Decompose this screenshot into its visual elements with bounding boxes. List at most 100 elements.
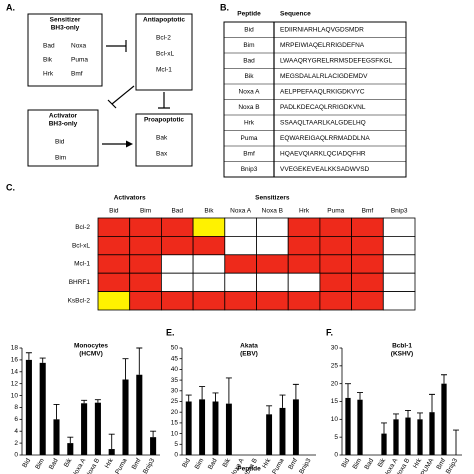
heat-cell bbox=[382, 254, 416, 274]
column-label: Puma bbox=[327, 208, 344, 215]
error-bar bbox=[122, 358, 129, 380]
y-tick-label: 0 bbox=[174, 452, 178, 459]
heat-cell bbox=[192, 217, 226, 237]
error-bar bbox=[67, 436, 74, 444]
column-label: Noxa A bbox=[230, 208, 252, 215]
chart-title: (KSHV) bbox=[391, 351, 413, 358]
x-tick-label: Noxa A bbox=[71, 457, 88, 474]
y-tick-label: 12 bbox=[11, 380, 19, 387]
antiapoptotic-box bbox=[135, 13, 193, 91]
bar bbox=[81, 403, 88, 455]
protein-name: Bak bbox=[156, 135, 168, 142]
y-tick-label: 5 bbox=[174, 441, 178, 448]
heat-cell bbox=[160, 254, 194, 274]
protein-name: Mcl-1 bbox=[156, 67, 172, 74]
box-title: BH3-only bbox=[49, 121, 78, 128]
error-bar bbox=[25, 352, 32, 360]
heat-cell bbox=[256, 217, 289, 237]
bar bbox=[199, 399, 206, 455]
heat-cell bbox=[97, 217, 131, 237]
group-label: Sensitizers bbox=[255, 195, 290, 202]
heat-cell bbox=[129, 291, 162, 311]
box-title: Activator bbox=[49, 113, 78, 120]
x-tick-label: Bnip3 bbox=[298, 457, 313, 474]
row-label: KsBcl-2 bbox=[68, 298, 91, 305]
heat-cell bbox=[319, 272, 352, 293]
column-header: Peptide bbox=[237, 11, 261, 18]
error-bar bbox=[417, 412, 423, 420]
heat-cell bbox=[97, 235, 131, 256]
y-tick-label: 25 bbox=[171, 398, 179, 405]
y-tick-label: 20 bbox=[331, 380, 339, 387]
heat-cell bbox=[287, 272, 321, 293]
x-tick-label: Bad bbox=[48, 457, 60, 471]
y-tick-label: 0 bbox=[334, 452, 338, 459]
inhibit-arrow bbox=[107, 85, 135, 109]
bar bbox=[266, 414, 273, 455]
heat-cell bbox=[160, 217, 194, 237]
y-tick-label: 35 bbox=[171, 377, 179, 384]
protein-name: Puma bbox=[71, 57, 88, 64]
bar bbox=[405, 417, 411, 455]
heat-cell bbox=[256, 291, 289, 311]
panel-label: A. bbox=[6, 2, 15, 12]
y-tick-label: 15 bbox=[331, 398, 339, 405]
sensitizer-box bbox=[27, 13, 103, 87]
heat-cell bbox=[160, 272, 194, 293]
heat-cell bbox=[192, 235, 226, 256]
y-tick-label: 25 bbox=[331, 363, 339, 370]
bar bbox=[67, 443, 74, 455]
inhibit-arrow bbox=[106, 40, 127, 52]
heat-cell bbox=[129, 235, 162, 256]
heat-cell bbox=[287, 235, 321, 256]
peptide-sequence: AELPPEFAAQLRKIGDKVYC bbox=[280, 88, 365, 95]
chart-title: (HCMV) bbox=[79, 351, 102, 358]
error-bar bbox=[94, 399, 101, 403]
heat-cell bbox=[224, 254, 257, 274]
column-label: Hrk bbox=[299, 208, 310, 215]
protein-name: Hrk bbox=[43, 71, 54, 78]
heat-cell bbox=[256, 254, 289, 274]
box-title: Proapoptotic bbox=[144, 117, 184, 124]
bar bbox=[136, 374, 143, 455]
y-tick-label: 40 bbox=[171, 366, 179, 373]
heat-cell bbox=[224, 217, 257, 237]
x-tick-label: Puma bbox=[114, 457, 129, 474]
protein-name: Bik bbox=[43, 57, 53, 64]
heat-cell bbox=[256, 235, 289, 256]
bar bbox=[441, 383, 447, 455]
column-label: Bik bbox=[204, 208, 214, 215]
heat-cell bbox=[382, 235, 416, 256]
heat-cell bbox=[319, 291, 352, 311]
x-tick-label: Bid bbox=[21, 457, 32, 469]
x-tick-label: Puma bbox=[271, 457, 286, 474]
bar bbox=[122, 379, 129, 455]
protein-name: Bmf bbox=[71, 71, 83, 78]
protein-name: Bcl-2 bbox=[156, 35, 171, 42]
y-tick-label: 16 bbox=[11, 357, 19, 364]
heat-cell bbox=[382, 291, 416, 311]
error-bar bbox=[136, 347, 143, 375]
peptide-name: Puma bbox=[241, 135, 258, 142]
chart-title: (EBV) bbox=[240, 351, 258, 358]
x-tick-label: Hrk bbox=[412, 457, 423, 470]
row-label: Mcl-1 bbox=[74, 261, 90, 268]
row-label: BHRF1 bbox=[69, 279, 91, 286]
panel-label: C. bbox=[6, 182, 15, 192]
error-bar bbox=[405, 409, 411, 418]
heat-cell bbox=[351, 217, 384, 237]
x-tick-label: PUMA bbox=[420, 457, 436, 474]
peptide-sequence: MEGSDALALRLACIGDEMDV bbox=[280, 73, 368, 80]
heat-cell bbox=[351, 291, 384, 311]
heat-cell bbox=[287, 254, 321, 274]
bar bbox=[225, 403, 232, 455]
error-bar bbox=[225, 377, 232, 404]
x-tick-label: Bad bbox=[207, 457, 219, 471]
arrow-head bbox=[126, 140, 133, 148]
error-bar bbox=[53, 404, 60, 420]
x-tick-label: Bik bbox=[63, 457, 74, 469]
heat-cell bbox=[129, 217, 162, 237]
